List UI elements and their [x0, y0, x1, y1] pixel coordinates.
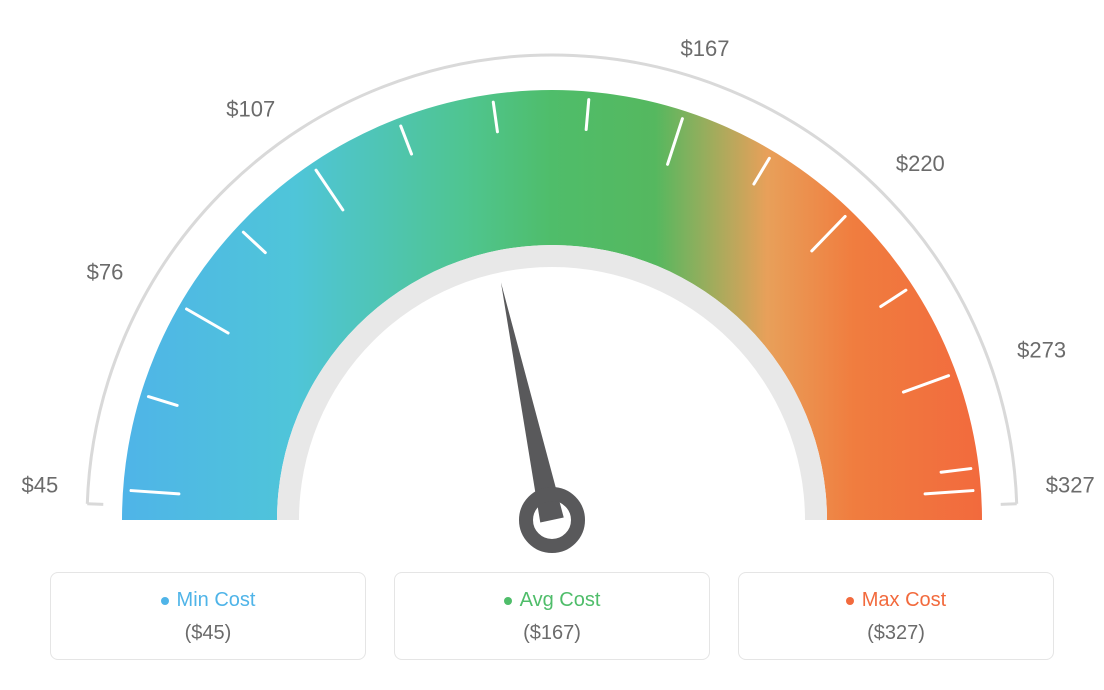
cost-gauge-chart: $45 $76 $107 $167 $220 $273 $327 Min Cost ($45…: [0, 0, 1104, 690]
legend-card-min: Min Cost ($45): [50, 572, 366, 660]
gauge-label: $45: [21, 472, 58, 497]
legend-title-max: Max Cost: [846, 589, 946, 612]
gauge-needle: [501, 282, 564, 522]
legend-dot-min: [161, 597, 169, 605]
gauge-area: $45 $76 $107 $167 $220 $273 $327: [0, 0, 1104, 560]
gauge-label: $76: [87, 260, 124, 285]
legend-value-avg: ($167): [405, 622, 699, 645]
gauge-label: $273: [1017, 338, 1066, 363]
legend-label-avg: Avg Cost: [520, 589, 601, 612]
legend-value-max: ($327): [749, 622, 1043, 645]
legend-row: Min Cost ($45) Avg Cost ($167) Max Cost …: [50, 572, 1054, 660]
legend-dot-max: [846, 597, 854, 605]
legend-title-min: Min Cost: [161, 589, 256, 612]
legend-card-avg: Avg Cost ($167): [394, 572, 710, 660]
legend-label-max: Max Cost: [862, 589, 946, 612]
legend-value-min: ($45): [61, 622, 355, 645]
legend-dot-avg: [504, 597, 512, 605]
legend-label-min: Min Cost: [177, 589, 256, 612]
gauge-label: $107: [226, 97, 275, 122]
legend-card-max: Max Cost ($327): [738, 572, 1054, 660]
gauge-label: $220: [896, 151, 945, 176]
gauge-label: $327: [1046, 472, 1095, 497]
legend-title-avg: Avg Cost: [504, 589, 601, 612]
gauge-svg: $45 $76 $107 $167 $220 $273 $327: [0, 0, 1104, 560]
gauge-label: $167: [680, 36, 729, 61]
